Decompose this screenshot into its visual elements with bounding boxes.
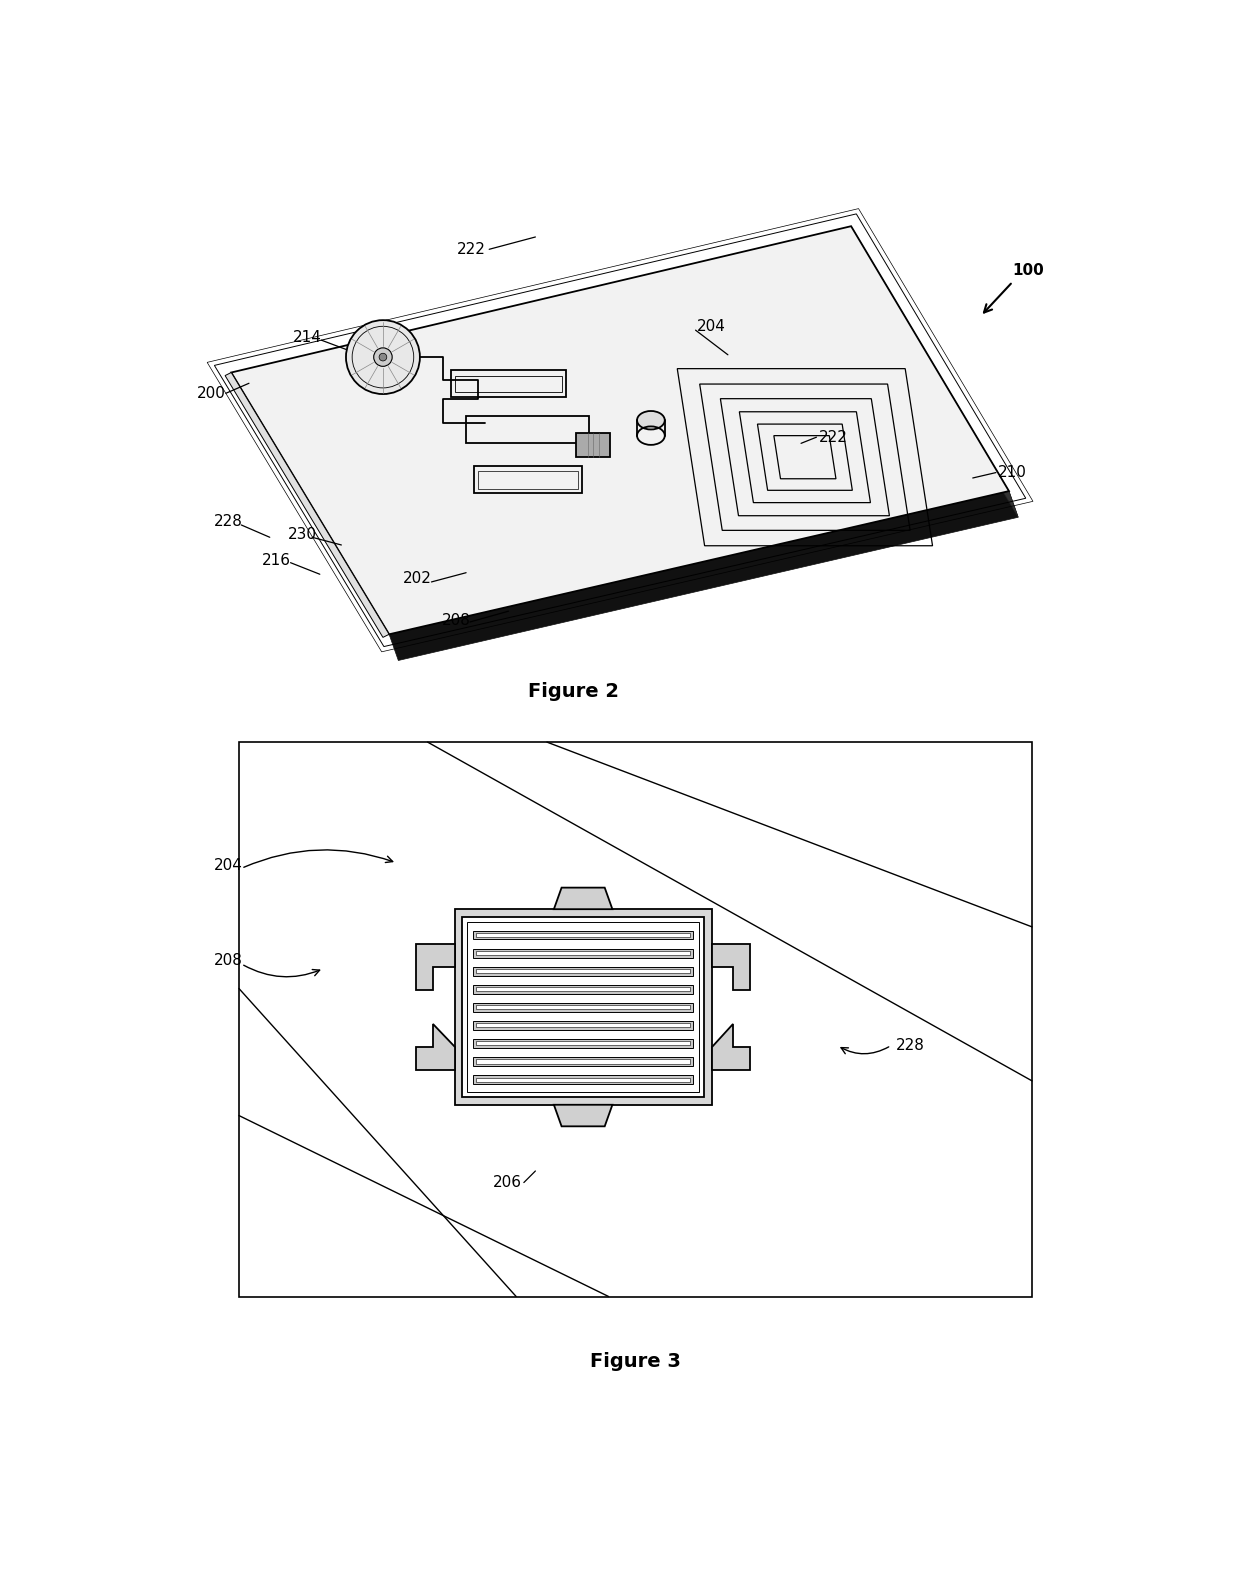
Polygon shape [472, 967, 693, 976]
Circle shape [379, 353, 387, 361]
Polygon shape [472, 930, 693, 940]
Text: 228: 228 [213, 514, 242, 530]
Text: 210: 210 [997, 465, 1027, 479]
Text: 208: 208 [213, 953, 242, 968]
Polygon shape [239, 743, 1032, 1296]
Polygon shape [472, 1039, 693, 1047]
Text: 208: 208 [441, 613, 470, 628]
Polygon shape [417, 1023, 455, 1071]
Polygon shape [712, 945, 750, 990]
Polygon shape [417, 945, 455, 990]
Polygon shape [554, 1105, 613, 1126]
Polygon shape [554, 888, 613, 910]
Circle shape [346, 320, 420, 394]
Polygon shape [577, 432, 610, 457]
Polygon shape [472, 1057, 693, 1066]
Polygon shape [476, 1060, 691, 1063]
Polygon shape [476, 1006, 691, 1009]
Text: 200: 200 [197, 386, 226, 401]
Polygon shape [476, 1041, 691, 1046]
Text: Figure 2: Figure 2 [528, 681, 620, 702]
Ellipse shape [637, 412, 665, 429]
Circle shape [373, 349, 392, 366]
Polygon shape [455, 910, 712, 1105]
Text: Figure 3: Figure 3 [590, 1351, 681, 1370]
Text: 228: 228 [895, 1038, 925, 1053]
Text: 100: 100 [1013, 263, 1044, 278]
Polygon shape [463, 916, 704, 1098]
Polygon shape [851, 226, 1018, 517]
Polygon shape [472, 1076, 693, 1083]
Polygon shape [476, 1023, 691, 1028]
Polygon shape [226, 372, 389, 637]
Polygon shape [712, 1023, 750, 1071]
Text: 206: 206 [494, 1175, 522, 1191]
Polygon shape [472, 949, 693, 957]
Text: 222: 222 [456, 241, 486, 257]
Polygon shape [231, 226, 1009, 634]
Text: 214: 214 [293, 330, 321, 345]
Polygon shape [472, 1020, 693, 1030]
Text: 222: 222 [818, 429, 848, 445]
Polygon shape [476, 934, 691, 937]
Polygon shape [476, 951, 691, 956]
Text: 216: 216 [262, 554, 291, 568]
Polygon shape [472, 986, 693, 994]
Text: 202: 202 [403, 571, 432, 587]
Polygon shape [389, 490, 1018, 661]
Polygon shape [472, 1003, 693, 1012]
Text: 204: 204 [213, 858, 242, 872]
Polygon shape [476, 987, 691, 992]
Polygon shape [476, 970, 691, 973]
Polygon shape [476, 1077, 691, 1082]
Text: 204: 204 [697, 319, 725, 334]
Text: 230: 230 [288, 527, 316, 542]
